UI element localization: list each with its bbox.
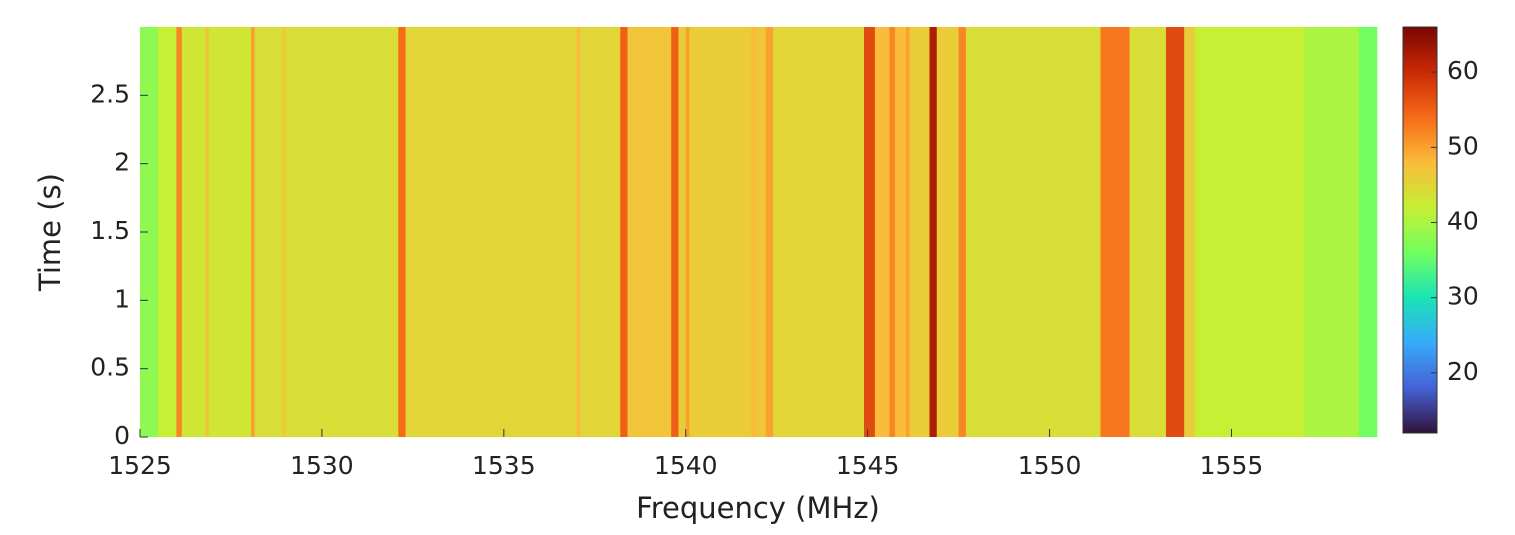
spectrum-cell: [765, 27, 774, 437]
spectrum-cell: [689, 27, 752, 437]
colorbar-tick-label: 50: [1447, 131, 1479, 160]
spectrum-cell: [1100, 27, 1130, 437]
spectrum-cell: [671, 27, 679, 437]
spectrum-cell: [773, 27, 865, 437]
x-tick-label: 1545: [836, 451, 900, 480]
spectrum-cell: [250, 27, 256, 437]
colorbar-tick-label: 30: [1447, 282, 1479, 311]
spectrum-cell: [181, 27, 206, 437]
y-axis-label: Time (s): [33, 173, 67, 292]
spectrum-cell: [929, 27, 938, 437]
spectrum-cell: [909, 27, 930, 437]
spectrum-cell: [254, 27, 283, 437]
spectrum-cell: [209, 27, 252, 437]
y-tick-label: 0.5: [90, 353, 130, 382]
x-tick-label: 1535: [472, 451, 536, 480]
y-tick-label: 0: [114, 421, 130, 450]
x-tick-label: 1525: [108, 451, 172, 480]
spectrum-cell: [874, 27, 890, 437]
spectrum-cell: [905, 27, 910, 437]
spectrum-cell: [398, 27, 406, 437]
spectrum-cell: [958, 27, 967, 437]
spectrum-cell: [751, 27, 756, 437]
spectrum-cell: [1129, 27, 1167, 437]
spectrum-cell: [894, 27, 907, 437]
spectrum-cell: [281, 27, 286, 437]
spectrum-cell: [965, 27, 1101, 437]
spectrum-cell: [678, 27, 687, 437]
spectrum-cell: [158, 27, 177, 437]
x-tick-label: 1550: [1018, 451, 1082, 480]
spectrum-cell: [1358, 27, 1378, 437]
spectrum-cell: [1304, 27, 1360, 437]
x-tick-label: 1530: [290, 451, 354, 480]
x-axis-label: Frequency (MHz): [636, 491, 880, 525]
x-tick-label: 1540: [654, 451, 718, 480]
colorbar-tick-label: 40: [1447, 206, 1479, 235]
spectrum-cell: [620, 27, 628, 437]
spectrum-cell: [140, 27, 159, 437]
colorbar: [1402, 26, 1438, 434]
spectrum-cell: [576, 27, 581, 437]
y-tick-label: 2: [114, 148, 130, 177]
y-tick-label: 1.5: [90, 216, 130, 245]
spectrum-cell: [1165, 27, 1185, 437]
x-tick-label: 1555: [1200, 451, 1264, 480]
spectrum-cell: [285, 27, 399, 437]
spectrum-cell: [889, 27, 896, 437]
spectrum-cell: [1184, 27, 1196, 437]
spectrum-cell: [176, 27, 183, 437]
spectrum-cell: [685, 27, 690, 437]
colorbar-tick-label: 20: [1447, 357, 1479, 386]
spectrum-cell: [627, 27, 672, 437]
y-tick-label: 1: [114, 284, 130, 313]
spectrum-cell: [580, 27, 621, 437]
y-tick-label: 2.5: [90, 79, 130, 108]
colorbar-tick-label: 60: [1447, 56, 1479, 85]
spectrum-cell: [754, 27, 767, 437]
spectrum-cell: [405, 27, 577, 437]
spectrum-cell: [205, 27, 210, 437]
spectrum-cell: [936, 27, 960, 437]
spectrum-cell: [1195, 27, 1305, 437]
spectrum-cell: [864, 27, 876, 437]
